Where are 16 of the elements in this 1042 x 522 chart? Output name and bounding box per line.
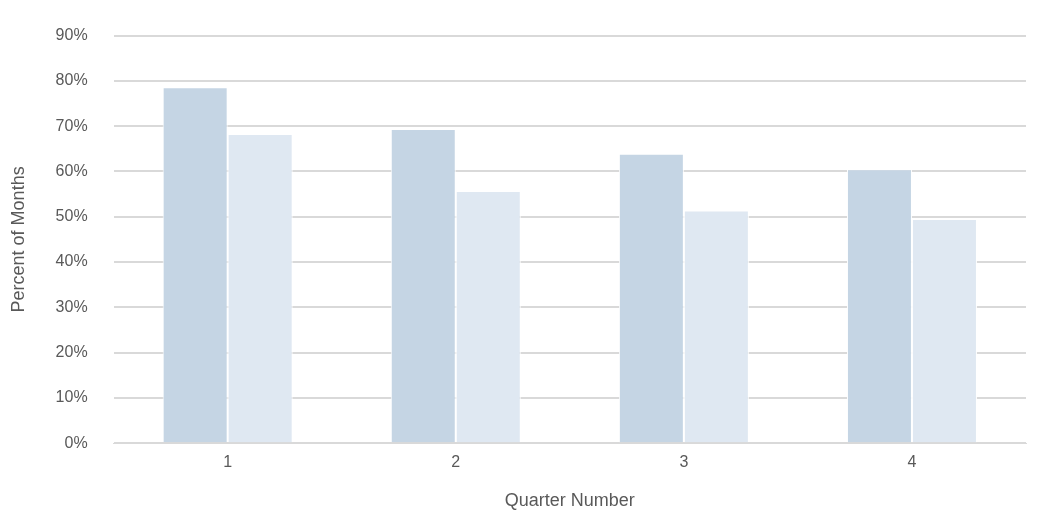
y-tick-label: 20% [55,343,88,361]
x-tick-label: 2 [451,453,461,471]
y-axis-title: Percent of Months [7,166,28,313]
x-tick-label: 3 [679,453,689,471]
x-axis-title: Quarter Number [504,490,635,511]
y-tick-label: 40% [55,252,88,270]
y-tick-label: 80% [55,71,88,89]
y-tick-label: 90% [55,26,88,44]
y-tick-label: 50% [55,207,88,225]
y-tick-label: 10% [55,388,88,406]
x-tick-label: 4 [907,453,917,471]
x-tick-label: 1 [223,453,233,471]
y-tick-label: 30% [55,297,88,315]
y-tick-label: 70% [55,116,88,134]
y-tick-label: 0% [64,433,88,451]
y-tick-label: 60% [55,161,88,179]
